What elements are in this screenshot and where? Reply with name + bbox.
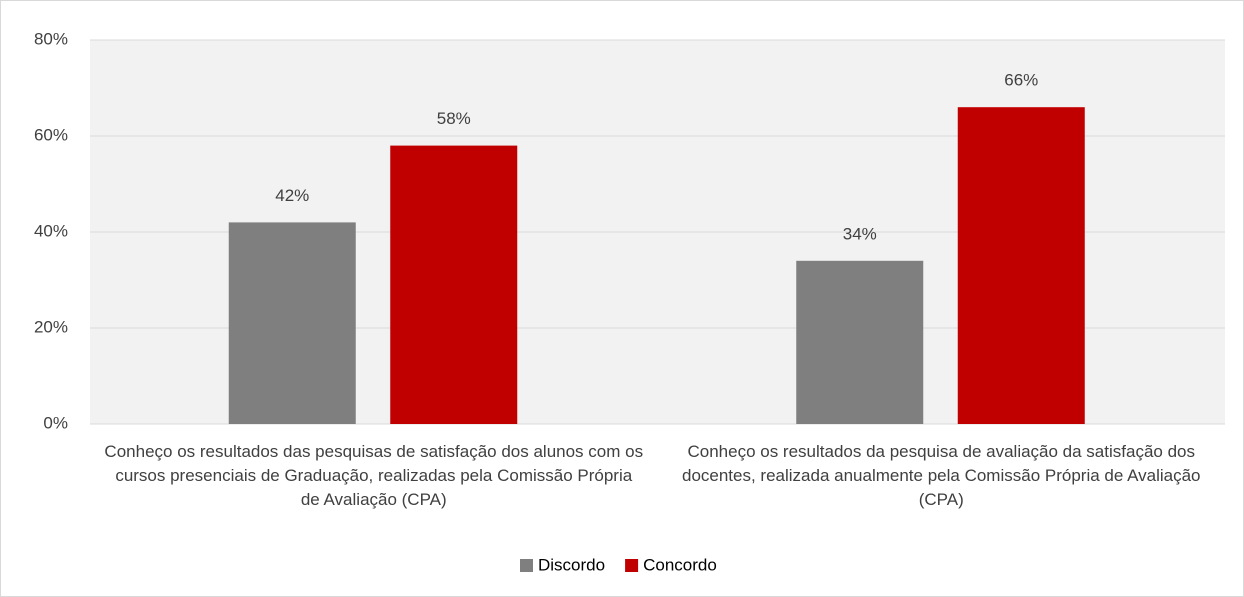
legend-swatch xyxy=(625,559,639,572)
x-tick-label: Conheço os resultados das pesquisas de s… xyxy=(104,442,644,509)
legend-swatch xyxy=(520,559,533,572)
y-tick-label: 60% xyxy=(34,125,68,144)
y-tick-label: 0% xyxy=(43,413,68,432)
data-label: 58% xyxy=(437,109,471,128)
y-tick-label: 40% xyxy=(34,221,68,240)
bar xyxy=(390,145,518,424)
x-tick-label: Conheço os resultados da pesquisa de ava… xyxy=(681,442,1201,509)
data-label: 42% xyxy=(275,186,309,205)
legend-label: Discordo xyxy=(538,555,605,574)
legend-label: Concordo xyxy=(643,555,717,574)
data-label: 66% xyxy=(1004,71,1038,90)
bar xyxy=(228,222,356,424)
y-tick-label: 20% xyxy=(34,317,68,336)
data-label: 34% xyxy=(843,224,877,243)
bar xyxy=(957,107,1085,424)
y-tick-label: 80% xyxy=(34,29,68,48)
bar xyxy=(796,260,924,424)
